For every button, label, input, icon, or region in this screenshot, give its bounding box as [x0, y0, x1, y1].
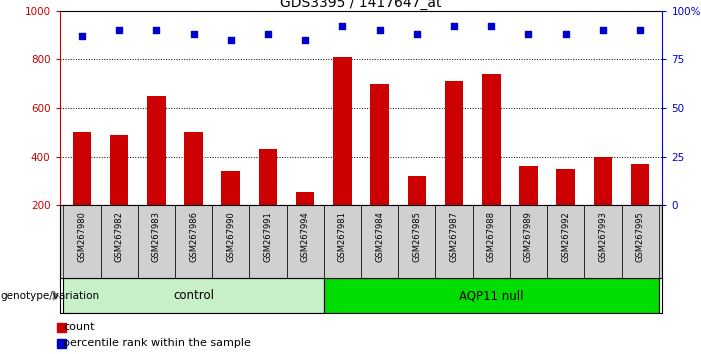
- Bar: [333, 57, 352, 205]
- Bar: [510, 205, 547, 280]
- Bar: [324, 205, 361, 280]
- Text: GSM267981: GSM267981: [338, 211, 347, 262]
- Point: [76, 33, 88, 39]
- Text: GSM267994: GSM267994: [301, 211, 310, 262]
- Bar: [370, 84, 389, 205]
- Bar: [398, 205, 435, 280]
- Text: percentile rank within the sample: percentile rank within the sample: [63, 338, 251, 348]
- Bar: [547, 205, 585, 280]
- Text: GSM267980: GSM267980: [77, 211, 86, 262]
- Bar: [622, 205, 659, 280]
- Bar: [184, 132, 203, 205]
- Text: GSM267986: GSM267986: [189, 211, 198, 262]
- Text: AQP11 null: AQP11 null: [459, 289, 524, 302]
- Point: [449, 23, 460, 29]
- Point: [151, 27, 162, 33]
- Bar: [361, 205, 398, 280]
- Bar: [110, 135, 128, 205]
- Bar: [519, 166, 538, 205]
- Bar: [435, 205, 472, 280]
- Bar: [557, 169, 575, 205]
- Text: genotype/variation: genotype/variation: [0, 291, 99, 301]
- Bar: [147, 96, 165, 205]
- Bar: [472, 205, 510, 280]
- Bar: [259, 149, 278, 205]
- Bar: [100, 205, 137, 280]
- Text: count: count: [63, 322, 95, 332]
- Point: [225, 37, 236, 42]
- Point: [374, 27, 386, 33]
- Point: [486, 23, 497, 29]
- Point: [114, 27, 125, 33]
- Bar: [137, 205, 175, 280]
- Point: [560, 31, 571, 37]
- Bar: [250, 205, 287, 280]
- Bar: [407, 176, 426, 205]
- Point: [299, 37, 311, 42]
- Bar: [585, 205, 622, 280]
- Bar: [222, 171, 240, 205]
- Bar: [482, 74, 501, 205]
- Point: [597, 27, 608, 33]
- Bar: [63, 278, 324, 313]
- Text: GSM267988: GSM267988: [486, 211, 496, 262]
- Text: control: control: [173, 289, 214, 302]
- Bar: [594, 156, 612, 205]
- Point: [188, 31, 199, 37]
- Point: [523, 31, 534, 37]
- Text: GSM267983: GSM267983: [152, 211, 161, 262]
- Text: GSM267992: GSM267992: [562, 211, 570, 262]
- Bar: [175, 205, 212, 280]
- Text: GSM267993: GSM267993: [599, 211, 607, 262]
- Text: GSM267982: GSM267982: [115, 211, 123, 262]
- Bar: [63, 205, 100, 280]
- Point: [336, 23, 348, 29]
- Bar: [73, 132, 91, 205]
- Bar: [212, 205, 250, 280]
- Bar: [296, 192, 315, 205]
- Text: GSM267987: GSM267987: [449, 211, 458, 262]
- Text: GSM267984: GSM267984: [375, 211, 384, 262]
- Bar: [631, 164, 649, 205]
- Point: [262, 31, 273, 37]
- Text: GSM267989: GSM267989: [524, 211, 533, 262]
- Bar: [444, 81, 463, 205]
- Title: GDS3395 / 1417647_at: GDS3395 / 1417647_at: [280, 0, 442, 10]
- Bar: [324, 278, 659, 313]
- Text: GSM267991: GSM267991: [264, 211, 273, 262]
- Point: [411, 31, 423, 37]
- Bar: [287, 205, 324, 280]
- Point: [634, 27, 646, 33]
- Text: GSM267995: GSM267995: [636, 211, 645, 262]
- Text: GSM267990: GSM267990: [226, 211, 236, 262]
- Text: GSM267985: GSM267985: [412, 211, 421, 262]
